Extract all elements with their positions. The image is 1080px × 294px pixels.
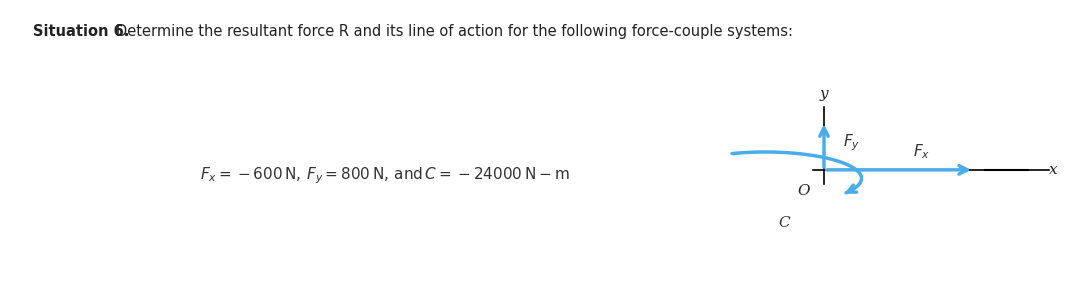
Text: Situation 6.: Situation 6. [33,24,130,39]
Text: C: C [779,216,791,230]
Text: $F_y$: $F_y$ [843,133,861,153]
Text: y: y [820,87,828,101]
Text: Determine the resultant force R and its line of action for the following force-c: Determine the resultant force R and its … [116,24,793,39]
Text: x: x [1049,163,1057,177]
Text: O: O [797,184,810,198]
Text: $F_x$: $F_x$ [913,143,930,161]
Text: $F_x = -600\,\mathrm{N},\, F_y = 800\,\mathrm{N},\,\mathrm{and}\, C = -24000\,\m: $F_x = -600\,\mathrm{N},\, F_y = 800\,\m… [200,165,569,186]
